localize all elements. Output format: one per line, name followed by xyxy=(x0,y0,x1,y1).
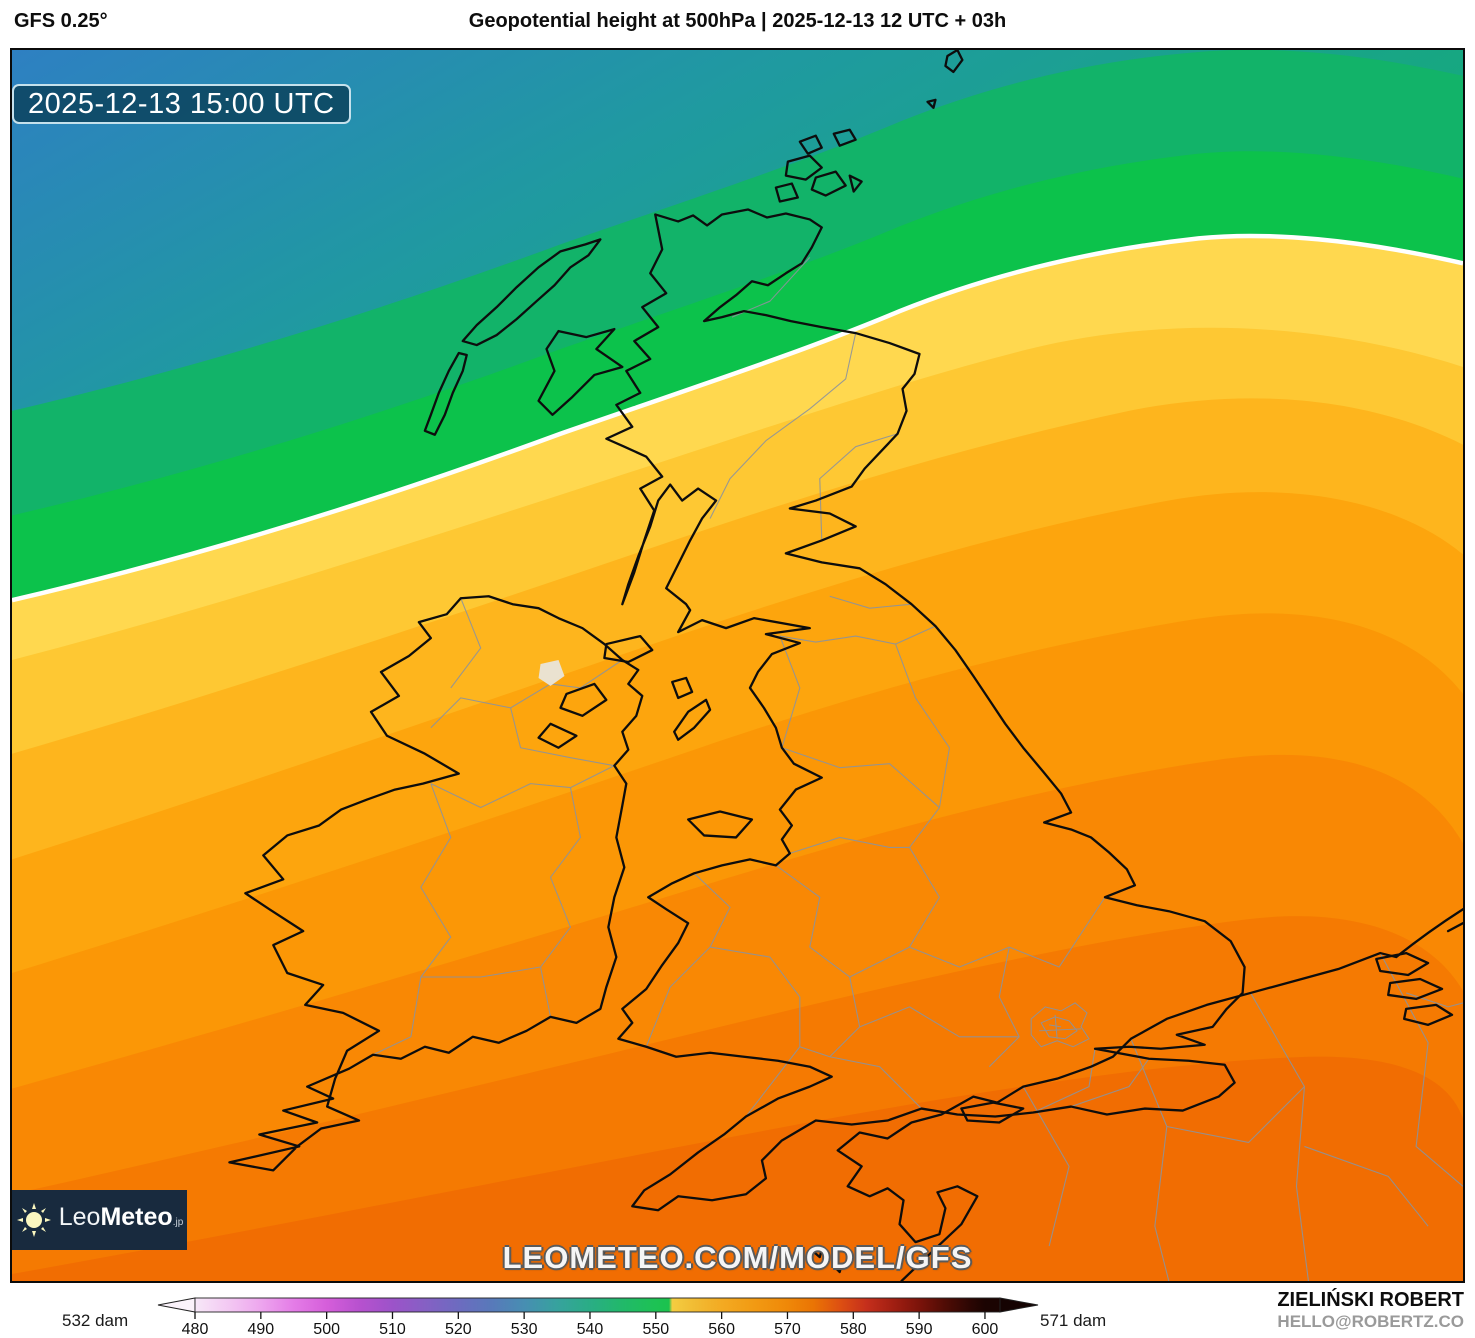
geopotential-field xyxy=(12,50,1463,1281)
orkney-islands xyxy=(774,128,863,203)
colorbar-tick-label: 500 xyxy=(313,1321,340,1338)
colorbar-tick-label: 550 xyxy=(642,1321,669,1338)
admin-boundaries xyxy=(372,256,1463,1281)
isle-of-mull xyxy=(603,634,654,664)
isle-of-man xyxy=(673,698,712,741)
lough-neagh xyxy=(538,660,565,686)
colorbar: 480 490 500 510 520 530 540 550 560 570 580 590 600 xyxy=(157,1297,1039,1338)
great-britain-coastline xyxy=(605,208,1246,1212)
colorbar-tick-label: 520 xyxy=(445,1321,472,1338)
outer-hebrides xyxy=(461,238,602,347)
small-islands xyxy=(597,1246,843,1274)
weather-map: 2025-12-13 15:00 UTC xyxy=(10,48,1465,1283)
colorbar-ticks: 480 490 500 510 520 530 540 550 560 570 580 590 600 xyxy=(182,1312,999,1338)
page-title: Geopotential height at 500hPa | 2025-12-… xyxy=(468,10,1007,32)
author-name: ZIELIŃSKI ROBERT xyxy=(1277,1289,1464,1311)
colorbar-tick-label: 600 xyxy=(972,1321,999,1338)
uists xyxy=(423,351,468,436)
colorbar-right-arrow xyxy=(999,1297,1039,1313)
colorbar-tick-label: 490 xyxy=(247,1321,274,1338)
colorbar-tick-label: 540 xyxy=(577,1321,604,1338)
arran xyxy=(671,676,694,700)
leometeo-logo: LeoMeteo.jp xyxy=(12,1190,187,1250)
contour-552-line xyxy=(12,233,1463,603)
colorbar-tick-label: 480 xyxy=(182,1321,209,1338)
colorbar-tick-label: 530 xyxy=(511,1321,538,1338)
min-contour-label: 532 dam xyxy=(62,1311,129,1330)
colorbar-tick-label: 580 xyxy=(840,1321,867,1338)
timestamp-overlay: 2025-12-13 15:00 UTC xyxy=(12,84,351,124)
sun-icon xyxy=(16,1203,51,1237)
model-label: GFS 0.25° xyxy=(14,10,108,32)
colorbar-tick-label: 590 xyxy=(906,1321,933,1338)
ireland-coastline xyxy=(228,595,644,1172)
isle-of-skye xyxy=(537,327,624,416)
jura xyxy=(537,722,578,749)
colorbar-tick-label: 510 xyxy=(379,1321,406,1338)
london-boundary-cluster xyxy=(1030,1002,1090,1048)
watermark: LEOMETEO.COM/MODEL/GFS xyxy=(502,1240,973,1275)
shetland-islands xyxy=(926,50,964,109)
author-email: HELLO@ROBERTZ.CO xyxy=(1277,1312,1464,1331)
logo-wordmark: LeoMeteo.jp xyxy=(58,1203,184,1231)
colorbar-tick-label: 560 xyxy=(708,1321,735,1338)
max-contour-label: 571 dam xyxy=(1040,1311,1107,1330)
colorbar-gradient-bar xyxy=(194,1297,1001,1313)
continental-europe-coastline xyxy=(836,908,1463,1281)
coastlines xyxy=(228,50,1463,1281)
isle-of-wight xyxy=(960,1101,1025,1124)
zeeland-islands xyxy=(1375,922,1463,1026)
anglesey xyxy=(686,810,754,839)
colorbar-tick-label: 570 xyxy=(774,1321,801,1338)
islay xyxy=(559,682,608,717)
colorbar-left-arrow xyxy=(157,1297,196,1313)
